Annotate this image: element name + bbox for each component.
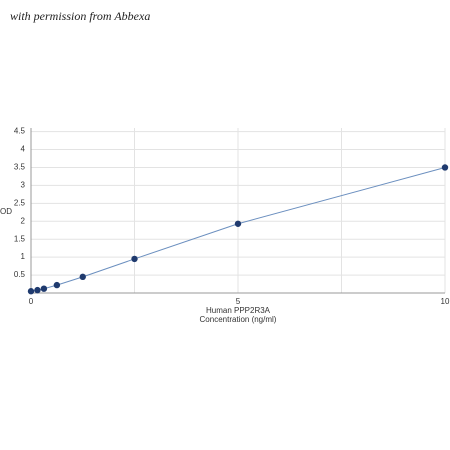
y-tick-label: 2 [21,216,26,225]
x-tick-label: 5 [236,297,241,306]
x-axis-label: Human PPP2R3A [206,306,271,315]
y-tick-label: 2.5 [14,198,26,207]
y-tick-label: 1 [21,252,26,261]
data-point [234,220,242,227]
y-axis-label: OD [0,207,12,216]
data-point [27,288,35,295]
y-tick-label: 1.5 [14,234,26,243]
x-tick-label: 0 [29,297,34,306]
y-tick-label: 3 [21,181,26,190]
watermark: with permission from Abbexa [10,9,150,23]
y-tick-label: 4.5 [14,127,26,136]
data-point [40,285,48,292]
y-tick-label: 0.5 [14,270,26,279]
x-axis-label: Concentration (ng/ml) [200,315,277,324]
x-tick-label: 10 [441,297,450,306]
data-point [53,281,61,289]
data-point [441,164,449,171]
data-point [34,286,41,294]
y-tick-label: 4 [21,145,26,154]
data-point [79,273,86,281]
data-point [131,255,138,263]
y-tick-label: 3.5 [14,163,26,172]
